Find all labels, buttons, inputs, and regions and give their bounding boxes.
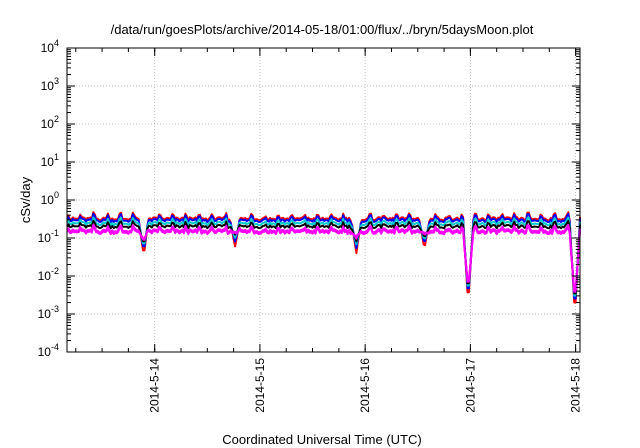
y-tick-base: 10 xyxy=(38,231,52,245)
y-tick-exponent: 0 xyxy=(54,190,59,200)
y-tick-exponent: -3 xyxy=(51,304,59,314)
series-line-3 xyxy=(66,216,581,297)
y-axis-label: cSv/day xyxy=(18,176,33,223)
x-tick-label: 2014-5-16 xyxy=(358,358,372,413)
y-tick-base: 10 xyxy=(41,155,55,169)
x-tick-label: 2014-5-15 xyxy=(253,358,267,413)
y-tick-label: 10-2 xyxy=(38,266,59,283)
y-tick-exponent: 1 xyxy=(54,152,59,162)
y-tick-exponent: -2 xyxy=(51,266,59,276)
series-line-4 xyxy=(66,219,581,295)
y-tick-exponent: 3 xyxy=(54,76,59,86)
x-tick-label: 2014-5-14 xyxy=(148,358,162,413)
x-axis: 2014-5-14 2014-5-15 2014-5-16 2014-5-17 2014… xyxy=(75,48,583,413)
y-tick-base: 10 xyxy=(38,269,52,283)
y-tick-exponent: -1 xyxy=(51,228,59,238)
y-tick-label: 102 xyxy=(41,114,59,131)
y-tick-label: 101 xyxy=(41,152,59,169)
series-line-6 xyxy=(66,226,581,291)
y-tick-exponent: 2 xyxy=(54,114,59,124)
x-tick-label: 2014-5-17 xyxy=(463,358,477,413)
y-tick-label: 103 xyxy=(41,76,59,93)
y-tick-label: 104 xyxy=(41,38,59,55)
y-tick-label: 10-4 xyxy=(38,342,59,359)
x-tick-label: 2014-5-18 xyxy=(569,358,583,413)
y-tick-base: 10 xyxy=(41,193,55,207)
y-tick-label: 10-3 xyxy=(38,304,59,321)
y-tick-base: 10 xyxy=(38,307,52,321)
x-axis-label: Coordinated Universal Time (UTC) xyxy=(222,432,421,447)
y-tick-base: 10 xyxy=(41,117,55,131)
y-tick-exponent: 4 xyxy=(54,38,59,48)
chart-title: /data/run/goesPlots/archive/2014-05-18/0… xyxy=(111,22,534,37)
y-tick-label: 100 xyxy=(41,190,59,207)
y-tick-label: 10-1 xyxy=(38,228,59,245)
series-layer xyxy=(66,211,581,304)
y-tick-base: 10 xyxy=(41,41,55,55)
y-tick-exponent: -4 xyxy=(51,342,59,352)
y-tick-base: 10 xyxy=(38,345,52,359)
series-line-2 xyxy=(66,212,581,300)
y-tick-base: 10 xyxy=(41,79,55,93)
